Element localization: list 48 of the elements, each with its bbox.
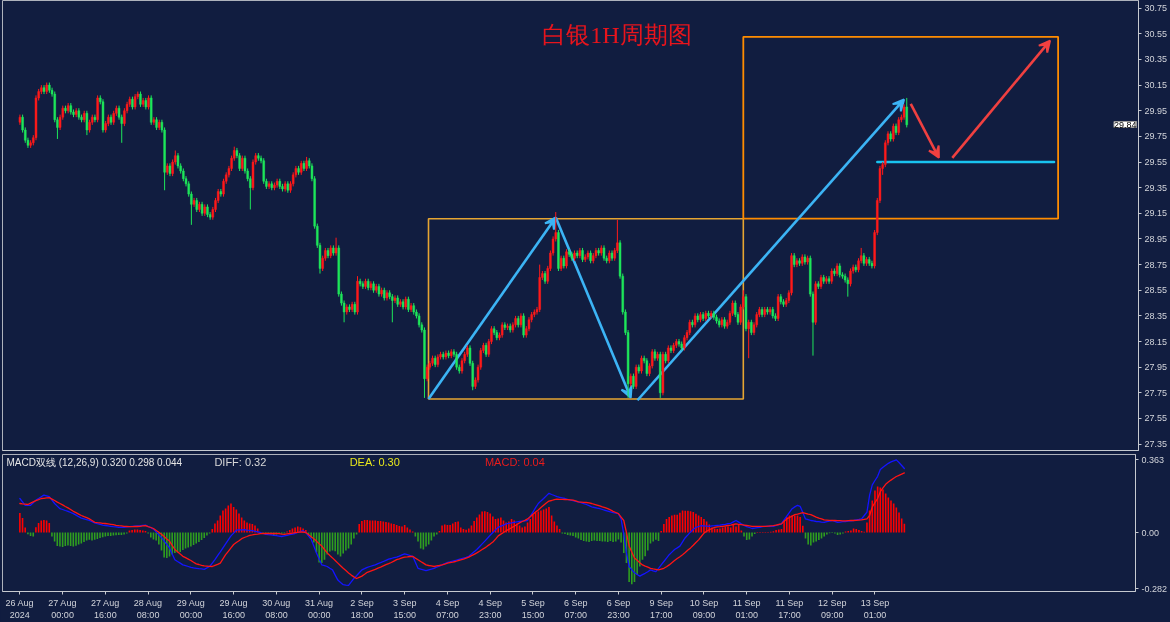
x-tick-label: 13 Sep 01:00 <box>860 597 890 620</box>
x-tick-label: 4 Sep 23:00 <box>478 597 502 620</box>
x-tick-label: 9 Sep 17:00 <box>649 597 673 620</box>
y-tick-label: 30.35 <box>1144 54 1168 65</box>
y-tick-label: 30.75 <box>1144 3 1168 14</box>
x-tick-label: 3 Sep 15:00 <box>392 597 417 620</box>
x-tick-label: 5 Sep 15:00 <box>521 597 545 620</box>
x-tick-label: 29 Aug 16:00 <box>219 597 248 620</box>
chart-title: MACD双线 (12,26,9) 0.320 0.298 0.044 <box>6 456 183 468</box>
x-tick-label: 6 Sep 07:00 <box>563 597 588 620</box>
x-tick-label: 31 Aug 00:00 <box>304 597 333 620</box>
y-tick-label: 29.55 <box>1144 157 1168 168</box>
text: 白银1H周期图 <box>542 21 692 48</box>
y-tick-label: 0.00 <box>1141 527 1160 538</box>
y-tick-label: 29.95 <box>1144 105 1168 116</box>
x-tick-label: 11 Sep 01:00 <box>732 597 761 620</box>
x-tick-label: 28 Aug 08:00 <box>133 597 162 620</box>
y-tick-label: 27.95 <box>1144 362 1168 373</box>
x-tick-label: 6 Sep 23:00 <box>606 597 631 620</box>
y-tick-label: 28.75 <box>1144 259 1168 270</box>
x-tick-label: 26 Aug 2024 <box>5 597 34 620</box>
y-tick-label: 28.35 <box>1144 310 1168 321</box>
y-tick-label: 29.35 <box>1144 182 1168 193</box>
x-tick-label: 4 Sep 07:00 <box>435 597 460 620</box>
y-tick-label: 30.55 <box>1144 28 1168 39</box>
y-tick-label: 29.15 <box>1144 208 1168 219</box>
y-tick-label: 28.95 <box>1144 233 1168 244</box>
y-tick-label: 29.75 <box>1144 131 1168 142</box>
annotation: 29.84 <box>1113 119 1137 130</box>
y-tick-label: -0.282 <box>1141 583 1168 594</box>
annotation: MACD: 0.04 <box>484 456 545 469</box>
y-tick-label: 30.15 <box>1144 80 1168 91</box>
y-tick-label: 0.363 <box>1141 454 1165 465</box>
x-tick-label: 27 Aug 00:00 <box>48 597 77 620</box>
y-tick-label: 28.55 <box>1144 285 1168 296</box>
x-tick-label: 11 Sep 17:00 <box>775 597 804 620</box>
x-tick-label: 27 Aug 16:00 <box>91 597 120 620</box>
annotation: DEA: 0.30 <box>349 456 400 469</box>
x-tick-label: 12 Sep 09:00 <box>817 597 847 620</box>
x-tick-label: 29 Aug 00:00 <box>176 597 205 620</box>
x-tick-label: 10 Sep 09:00 <box>689 597 719 620</box>
y-tick-label: 27.75 <box>1144 387 1168 398</box>
x-tick-label: 30 Aug 08:00 <box>262 597 291 620</box>
y-tick-label: 27.55 <box>1144 413 1168 424</box>
y-tick-label: 28.15 <box>1144 336 1168 347</box>
x-tick-label: 2 Sep 18:00 <box>350 597 374 620</box>
y-tick-label: 27.35 <box>1144 439 1168 450</box>
annotation: DIFF: 0.32 <box>214 456 267 469</box>
